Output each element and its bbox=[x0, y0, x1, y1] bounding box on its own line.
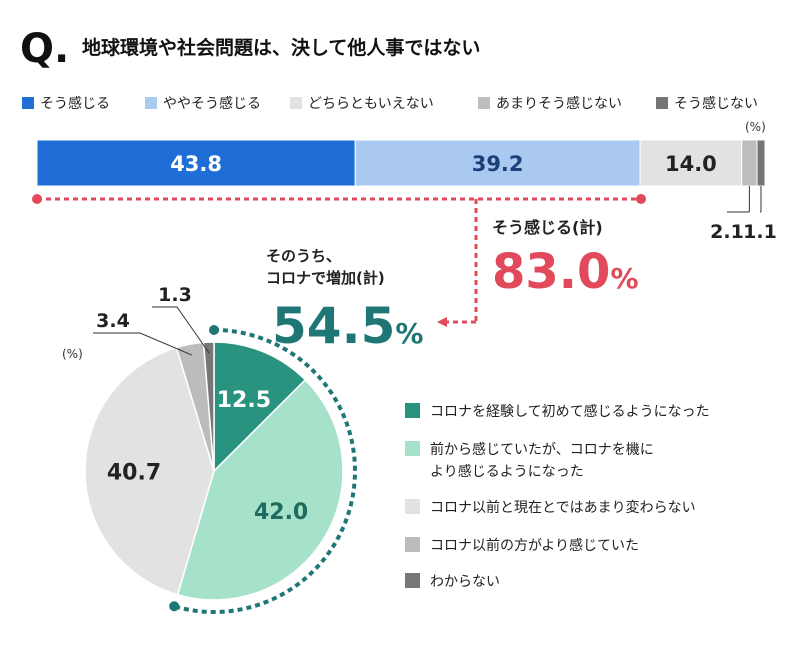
pie-legend-label: コロナ以前の方がより感じていた bbox=[430, 537, 639, 554]
bar-legend-label: ややそう感じる bbox=[163, 95, 261, 112]
pie-leader-line bbox=[152, 306, 210, 354]
bar-legend-swatch bbox=[290, 97, 302, 109]
bar-legend-swatch bbox=[656, 97, 668, 109]
q-letter: Q. bbox=[20, 26, 69, 72]
bar-bracket bbox=[32, 194, 646, 327]
pie-legend-swatch bbox=[405, 573, 420, 588]
bar-legend-label: あまりそう感じない bbox=[496, 95, 622, 112]
bar-segment bbox=[741, 139, 758, 187]
pie-slice bbox=[176, 378, 344, 601]
pie-value-label: 12.5 bbox=[217, 388, 271, 413]
bar-total-label: そう感じる(計) bbox=[492, 218, 603, 237]
pie-legend-label: コロナを経験して初めて感じるようになった bbox=[430, 403, 710, 420]
stacked-bar: 43.8 39.2 14.0 2.1 1.1 bbox=[36, 139, 777, 243]
bar-legend-swatch bbox=[22, 97, 34, 109]
pie-legend-label: コロナ以前と現在とではあまり変わらない bbox=[430, 499, 696, 516]
pie-legend-swatch bbox=[405, 403, 420, 418]
bar-value-label: 39.2 bbox=[472, 152, 524, 176]
pie-legend-label: 前から感じていたが、コロナを機に bbox=[430, 441, 654, 458]
page-title: 地球環境や社会問題は、決して他人事ではない bbox=[82, 36, 480, 59]
bar-segment bbox=[756, 139, 766, 187]
bar-legend-swatch bbox=[145, 97, 157, 109]
bar-legend-label: そう感じる bbox=[40, 95, 110, 112]
pie-total-label-line1: そのうち、 bbox=[266, 247, 341, 265]
bar-unit-label: (%) bbox=[745, 120, 766, 134]
pie-total-value: 54.5% bbox=[272, 297, 423, 355]
pie-unit-label: (%) bbox=[62, 347, 83, 361]
bar-total-value: 83.0% bbox=[492, 244, 639, 300]
pie-legend-swatch bbox=[405, 499, 420, 514]
pie-legend: コロナを経験して初めて感じるようになった前から感じていたが、コロナを機により感じ… bbox=[405, 403, 710, 590]
bar-value-label: 14.0 bbox=[665, 152, 717, 176]
pie-chart: 12.5 42.0 40.7 3.4 1.3 bbox=[84, 284, 344, 601]
pie-legend-swatch bbox=[405, 537, 420, 552]
bar-value-label: 43.8 bbox=[170, 152, 222, 176]
bar-segment bbox=[354, 139, 641, 187]
pie-legend-label: より感じるようになった bbox=[430, 463, 584, 480]
pie-slice bbox=[213, 341, 307, 473]
pie-total-label-line2: コロナで増加(計) bbox=[266, 269, 385, 287]
bar-value-label: 2.1 bbox=[710, 221, 744, 243]
bar-segment bbox=[639, 139, 743, 187]
pie-value-label: 42.0 bbox=[254, 500, 308, 525]
bar-segment bbox=[36, 139, 356, 187]
pie-slice bbox=[84, 346, 215, 596]
bar-legend: そう感じる ややそう感じる どちらともいえない あまりそう感じない そう感じない bbox=[22, 95, 758, 112]
bar-legend-label: そう感じない bbox=[674, 95, 758, 112]
pie-leader-line bbox=[93, 332, 193, 356]
pie-legend-swatch bbox=[405, 441, 420, 456]
pie-slice bbox=[202, 341, 215, 472]
pie-bracket-arc bbox=[173, 328, 357, 614]
pie-value-label: 3.4 bbox=[96, 310, 130, 332]
pie-legend-label: わからない bbox=[430, 574, 500, 590]
bar-value-label: 1.1 bbox=[743, 221, 777, 243]
pie-bracket-end-dot bbox=[169, 601, 180, 612]
pie-bracket-start-dot bbox=[209, 325, 219, 335]
pie-value-label: 40.7 bbox=[107, 460, 161, 485]
pie-value-label: 1.3 bbox=[158, 284, 192, 306]
bar-legend-label: どちらともいえない bbox=[308, 96, 434, 112]
bar-legend-swatch bbox=[478, 97, 490, 109]
